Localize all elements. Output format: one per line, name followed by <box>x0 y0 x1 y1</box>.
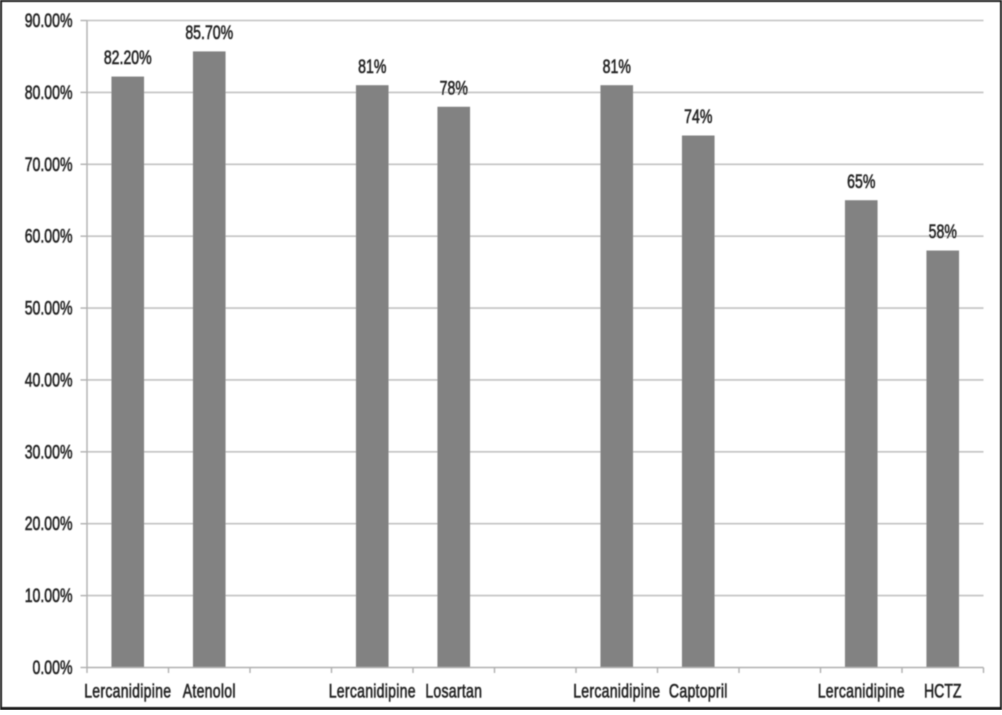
svg-text:60.00%: 60.00% <box>25 226 73 248</box>
svg-text:40.00%: 40.00% <box>25 369 73 391</box>
svg-text:78%: 78% <box>440 77 468 99</box>
svg-text:Atenolol: Atenolol <box>183 680 236 702</box>
svg-text:Losartan: Losartan <box>425 680 482 702</box>
svg-text:10.00%: 10.00% <box>25 585 73 607</box>
svg-text:74%: 74% <box>684 106 712 128</box>
svg-text:Lercanidipine: Lercanidipine <box>84 680 171 702</box>
svg-text:20.00%: 20.00% <box>25 513 73 535</box>
svg-text:Captopril: Captopril <box>669 680 728 702</box>
svg-text:65%: 65% <box>847 171 875 193</box>
svg-text:Lercanidipine: Lercanidipine <box>329 680 416 702</box>
svg-text:70.00%: 70.00% <box>25 154 73 176</box>
svg-text:30.00%: 30.00% <box>25 441 73 463</box>
svg-text:50.00%: 50.00% <box>25 297 73 319</box>
svg-text:82.20%: 82.20% <box>104 47 152 69</box>
svg-text:Lercanidipine: Lercanidipine <box>818 680 905 702</box>
svg-text:81%: 81% <box>603 56 631 78</box>
svg-text:0.00%: 0.00% <box>33 657 73 679</box>
svg-text:Lercanidipine: Lercanidipine <box>573 680 660 702</box>
svg-text:90.00%: 90.00% <box>25 10 73 32</box>
svg-text:81%: 81% <box>358 56 386 78</box>
svg-text:HCTZ: HCTZ <box>924 680 962 702</box>
svg-text:80.00%: 80.00% <box>25 82 73 104</box>
svg-text:58%: 58% <box>929 221 957 243</box>
svg-text:85.70%: 85.70% <box>185 22 233 44</box>
